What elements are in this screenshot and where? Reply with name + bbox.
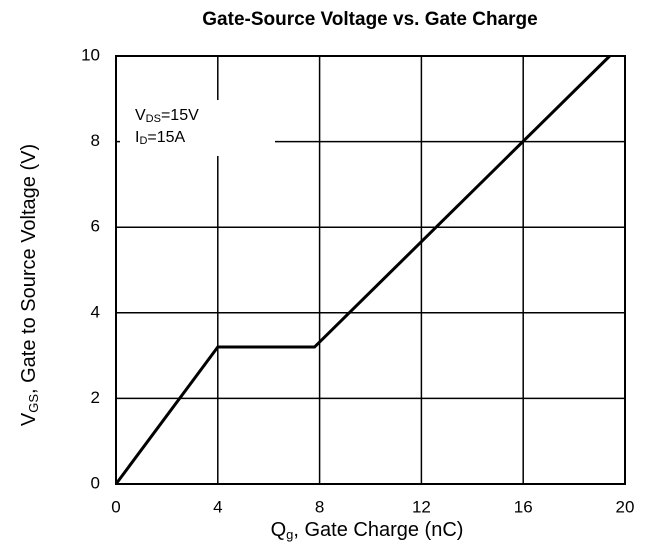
- annotation-box: [120, 100, 275, 156]
- x-tick-label: 16: [514, 497, 533, 516]
- subscript: g: [286, 527, 293, 542]
- y-tick-label: 4: [91, 302, 100, 321]
- data-line: [114, 54, 611, 485]
- y-tick-label: 0: [91, 473, 100, 492]
- axis-label-text: , Gate Charge (nC): [293, 519, 463, 541]
- subscript: DS: [146, 113, 161, 125]
- y-tick-label: 10: [81, 45, 100, 64]
- axis-label-text: Q: [271, 519, 287, 541]
- x-tick-label: 4: [213, 497, 222, 516]
- axis-label-text: , Gate to Source Voltage (V): [18, 144, 40, 394]
- annotation-text: V: [135, 107, 146, 124]
- x-tick-label: 0: [111, 497, 120, 516]
- x-tick-label: 8: [315, 497, 324, 516]
- plot-border: [115, 55, 626, 485]
- chart-title: Gate-Source Voltage vs. Gate Charge: [202, 9, 537, 30]
- annotation: ID=15A: [135, 129, 186, 147]
- annotation-text: =15A: [147, 129, 185, 146]
- x-tick-label: 20: [616, 497, 635, 516]
- y-axis-label: VGS, Gate to Source Voltage (V): [18, 144, 41, 426]
- subscript: GS: [26, 394, 41, 413]
- axis-label-text: V: [18, 412, 40, 426]
- annotation-text: =15V: [161, 107, 199, 124]
- y-tick-label: 8: [91, 131, 100, 150]
- y-tick-label: 6: [91, 217, 100, 236]
- annotation: VDS=15V: [135, 107, 199, 125]
- x-axis-label: Qg, Gate Charge (nC): [271, 519, 464, 542]
- y-tick-label: 2: [91, 388, 100, 407]
- subscript: D: [139, 135, 147, 147]
- x-tick-label: 12: [412, 497, 431, 516]
- annotation-text: I: [135, 129, 139, 146]
